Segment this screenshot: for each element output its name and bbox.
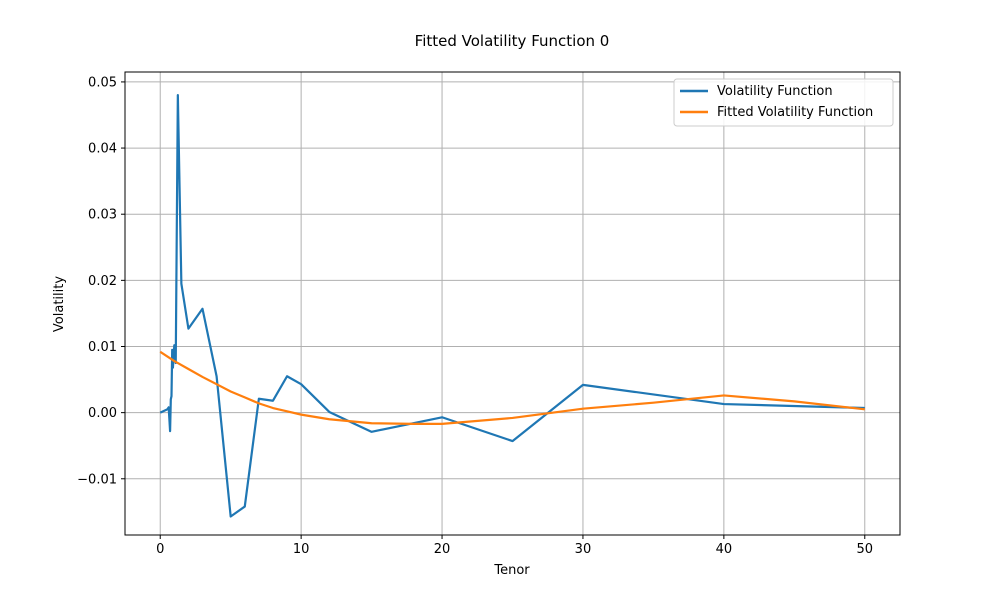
grid bbox=[125, 72, 900, 535]
y-tick-label: 0.04 bbox=[88, 142, 117, 157]
legend-label-volatility-function: Volatility Function bbox=[717, 84, 833, 99]
y-tick-label: 0.02 bbox=[88, 274, 117, 289]
x-tick-label: 20 bbox=[434, 542, 451, 557]
series-layer bbox=[159, 94, 865, 518]
legend: Volatility Function Fitted Volatility Fu… bbox=[673, 78, 894, 127]
y-tick-label: −0.01 bbox=[77, 472, 117, 487]
x-tick-label: 0 bbox=[156, 542, 164, 557]
y-axis: −0.01 0.00 0.01 0.02 0.03 0.04 0.05 bbox=[77, 75, 125, 487]
x-tick-label: 10 bbox=[293, 542, 310, 557]
x-tick-label: 50 bbox=[856, 542, 873, 557]
chart-title: Fitted Volatility Function 0 bbox=[415, 32, 610, 50]
plot-frame bbox=[124, 71, 901, 536]
y-tick-label: 0.05 bbox=[88, 75, 117, 90]
series-line-fitted-volatility-function bbox=[159, 350, 865, 425]
y-tick-label: 0.03 bbox=[88, 208, 117, 223]
series-line-volatility-function bbox=[159, 94, 865, 518]
x-tick-label: 30 bbox=[575, 542, 592, 557]
y-tick-label: 0.00 bbox=[88, 406, 117, 421]
x-axis-label: Tenor bbox=[493, 563, 530, 578]
x-axis: 0 10 20 30 40 50 bbox=[156, 535, 873, 557]
legend-label-fitted-volatility-function: Fitted Volatility Function bbox=[717, 105, 873, 120]
legend-box bbox=[673, 78, 894, 127]
y-axis-label: Volatility bbox=[52, 276, 67, 332]
y-tick-label: 0.01 bbox=[88, 340, 117, 355]
x-tick-label: 40 bbox=[716, 542, 733, 557]
